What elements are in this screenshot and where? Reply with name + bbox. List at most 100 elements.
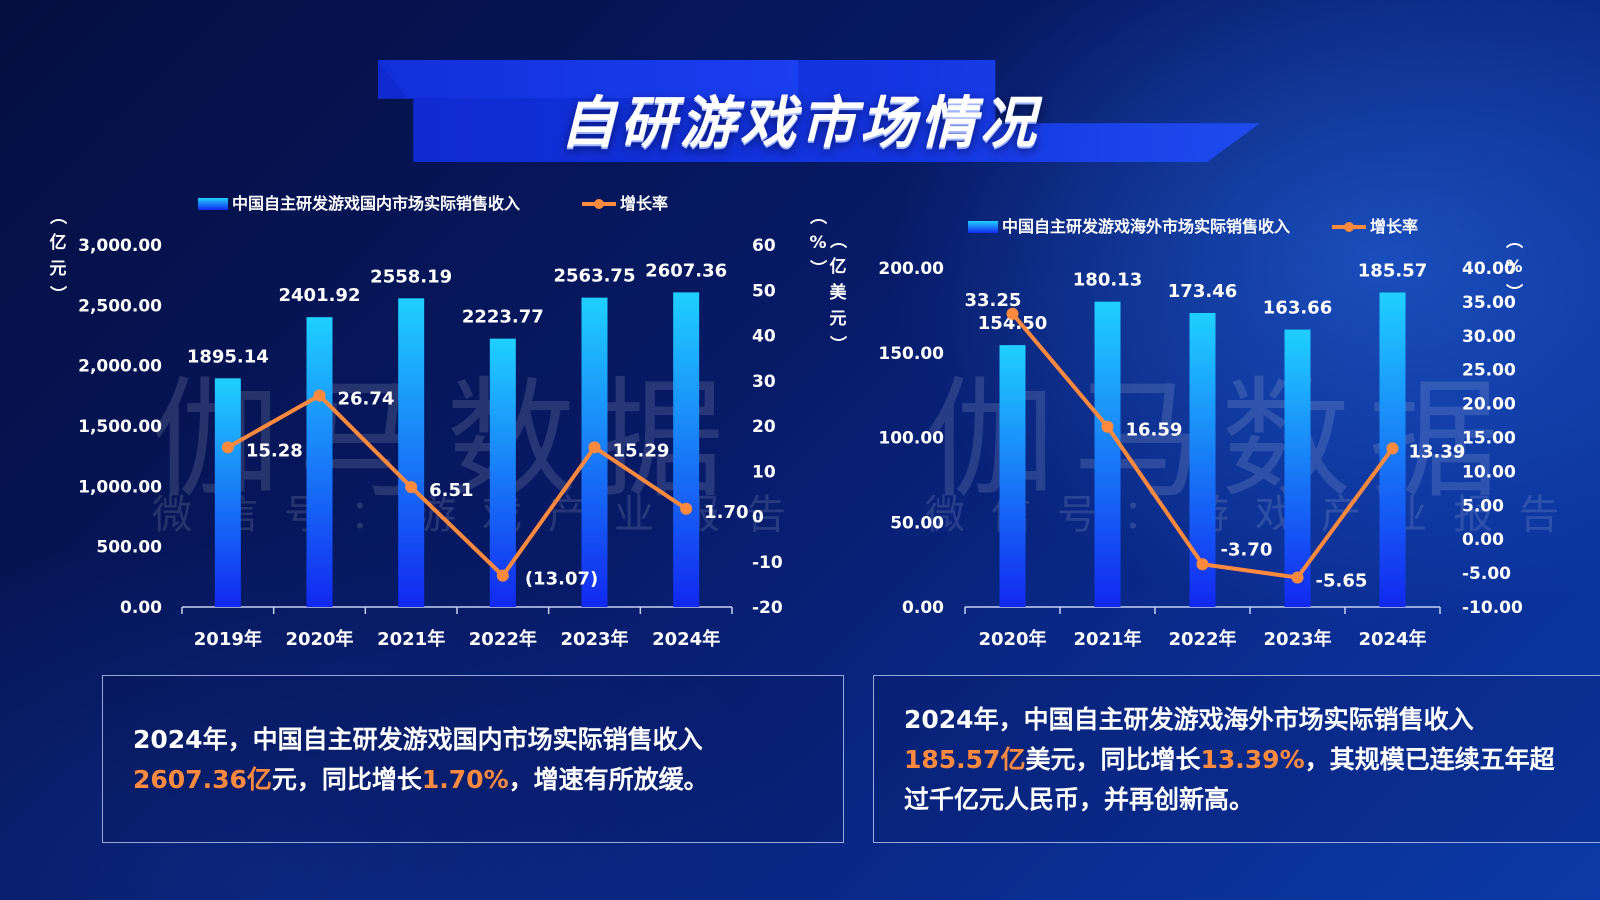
y2-axis-unit-label: （: [807, 208, 828, 225]
y-axis-unit-label: 美: [830, 282, 848, 303]
growth-rate-point: [313, 389, 326, 402]
x-tick-label: 2023年: [560, 628, 628, 650]
growth-rate-point: [1006, 307, 1019, 320]
bar: [214, 378, 241, 607]
overseas-summary-highlight-growth: 13.39%: [1200, 745, 1305, 774]
y2-tick-label: 35.00: [1462, 293, 1516, 313]
y-axis-unit-label: 亿: [50, 232, 67, 253]
y2-tick-label: 0: [752, 508, 764, 528]
x-tick-label: 2022年: [1168, 628, 1236, 650]
legend-line-marker: [594, 199, 604, 209]
legend-line-marker: [1344, 222, 1354, 232]
growth-rate-label: 15.28: [246, 440, 303, 461]
y2-tick-label: 15.00: [1462, 429, 1516, 449]
domestic-summary-text-3: ，增速有所放缓。: [508, 765, 709, 794]
growth-rate-point: [1291, 571, 1304, 584]
overseas-summary-text-2: 美元，同比增长: [1025, 745, 1201, 774]
bar-value-label: 1895.14: [187, 346, 269, 367]
bar-value-label: 163.66: [1263, 298, 1332, 319]
y-axis-unit-label: ）: [47, 286, 68, 303]
legend-bar-label: 中国自主研发游戏国内市场实际销售收入: [232, 194, 520, 213]
y2-axis-unit-label: %: [809, 233, 826, 253]
legend-bar-swatch: [968, 221, 998, 233]
y-axis-unit-label: （: [47, 208, 68, 225]
y2-tick-label: 40.00: [1462, 259, 1516, 279]
growth-rate-point: [1386, 442, 1399, 455]
y2-tick-label: 60: [752, 236, 776, 256]
y-tick-label: 150.00: [878, 344, 944, 364]
growth-rate-label: 33.25: [965, 290, 1022, 311]
growth-rate-label: 16.59: [1126, 420, 1183, 441]
y-tick-label: 0.00: [120, 598, 162, 618]
bar-value-label: 180.13: [1073, 270, 1142, 291]
y2-tick-label: 0.00: [1462, 530, 1504, 550]
legend-line-label: 增长率: [620, 194, 668, 213]
y2-tick-label: 40: [752, 327, 776, 347]
y2-tick-label: -10.00: [1462, 598, 1523, 618]
overseas-summary-text-1: 2024年，中国自主研发游戏海外市场实际销售收入: [904, 705, 1474, 734]
y2-tick-label: 30.00: [1462, 327, 1516, 347]
growth-rate-label: 6.51: [429, 480, 473, 501]
bar-value-label: 2607.36: [645, 260, 727, 281]
domestic-summary-text-1: 2024年，中国自主研发游戏国内市场实际销售收入: [133, 725, 703, 754]
bar: [1189, 312, 1216, 607]
page-title: 自研游戏市场情况: [560, 91, 1040, 156]
y2-axis-unit-label: ）: [807, 260, 828, 277]
domestic-summary-highlight-revenue: 2607.36亿: [133, 765, 272, 794]
y2-tick-label: 10.00: [1462, 462, 1516, 482]
growth-rate-label: -5.65: [1316, 571, 1368, 592]
y-axis-unit-label: 元: [50, 259, 67, 279]
domestic-revenue-chart: 中国自主研发游戏国内市场实际销售收入 增长率 （ 亿元 ） （% ） 0.00 500.00 1,…: [47, 194, 828, 650]
x-tick-label: 2020年: [978, 628, 1046, 650]
y-tick-label: 3,000.00: [78, 236, 162, 256]
domestic-summary-highlight-growth: 1.70%: [421, 765, 509, 794]
x-tick-label: 2024年: [1358, 628, 1426, 650]
bar: [999, 345, 1026, 607]
y-axis-unit-label: 元: [830, 309, 847, 329]
domestic-summary-text-2: 元，同比增长: [271, 765, 422, 794]
y-tick-label: 1,500.00: [78, 417, 162, 437]
y2-tick-label: 5.00: [1462, 496, 1504, 516]
bar-value-label: 173.46: [1168, 281, 1237, 302]
x-tick-label: 2019年: [194, 628, 262, 650]
bar: [306, 317, 333, 607]
x-tick-label: 2020年: [285, 628, 353, 650]
x-tick-label: 2021年: [377, 628, 445, 650]
legend-bar-swatch: [198, 198, 228, 210]
y-axis-unit-label: ）: [827, 336, 848, 353]
overseas-summary-text-3: ，其规模已连续五年超过千亿元人民币，并再创新高。: [904, 745, 1555, 814]
y-axis-unit-label: （: [827, 232, 848, 249]
y2-axis-unit-label: ）: [1503, 284, 1524, 301]
growth-rate-point: [1196, 558, 1209, 571]
bar-value-label: 2401.92: [279, 285, 361, 306]
x-tick-label: 2021年: [1073, 628, 1141, 650]
growth-rate-label: 13.39: [1409, 441, 1466, 462]
growth-rate-point: [221, 441, 234, 454]
y2-tick-label: 20.00: [1462, 395, 1516, 415]
y-tick-label: 50.00: [890, 513, 944, 533]
x-tick-label: 2022年: [469, 628, 537, 650]
y2-tick-label: -20: [752, 598, 783, 618]
x-tick-label: 2024年: [652, 628, 720, 650]
bar-value-label: 2558.19: [370, 266, 452, 287]
growth-rate-point: [405, 481, 418, 494]
y-tick-label: 100.00: [878, 429, 944, 449]
growth-rate-point: [1101, 420, 1114, 433]
y2-tick-label: 25.00: [1462, 361, 1516, 381]
y-tick-label: 2,000.00: [78, 357, 162, 377]
bar: [398, 298, 425, 607]
y-axis-unit-label: 亿: [830, 256, 847, 277]
y2-axis-unit-label: （: [1503, 232, 1524, 249]
growth-rate-label: 26.74: [338, 389, 395, 410]
y2-tick-label: -10: [752, 553, 783, 573]
title-banner-strip: [378, 60, 798, 98]
growth-rate-label: (13.07): [525, 569, 598, 590]
y-tick-label: 0.00: [902, 598, 944, 618]
growth-rate-point: [496, 569, 509, 582]
growth-rate-point: [588, 441, 601, 454]
x-tick-label: 2023年: [1263, 628, 1331, 650]
bar-value-label: 185.57: [1358, 260, 1427, 281]
bar-value-label: 2563.75: [554, 266, 636, 287]
growth-rate-label: 1.70: [704, 502, 748, 523]
growth-rate-label: 15.29: [613, 440, 670, 461]
